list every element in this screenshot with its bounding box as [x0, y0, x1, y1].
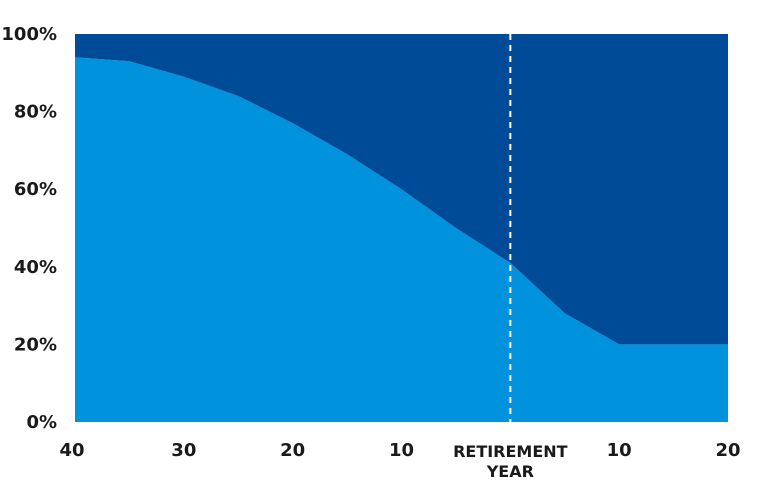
y-tick-label: 60%: [14, 179, 57, 200]
x-tick-label: 40: [59, 440, 84, 461]
y-tick-label: 20%: [14, 334, 57, 355]
x-tick-label: 10: [607, 440, 632, 461]
y-tick-label: 40%: [14, 257, 57, 278]
x-tick-label: RETIREMENT YEAR: [453, 442, 568, 481]
y-axis-ticks: 0% 20% 40% 60% 80% 100%: [1, 24, 57, 433]
area-series-2: [75, 34, 728, 345]
area-series-1: [75, 57, 728, 423]
areas: [75, 34, 728, 423]
y-tick-label: 0%: [26, 412, 57, 433]
x-axis-ticks: 40 30 20 10 RETIREMENT YEAR 10 20: [59, 440, 740, 481]
x-tick-label: 20: [280, 440, 305, 461]
y-tick-label: 80%: [14, 102, 57, 123]
x-tick-label: 10: [389, 440, 414, 461]
y-tick-label: 100%: [1, 24, 57, 45]
x-tick-label: 30: [171, 440, 196, 461]
x-tick-label: 20: [715, 440, 740, 461]
